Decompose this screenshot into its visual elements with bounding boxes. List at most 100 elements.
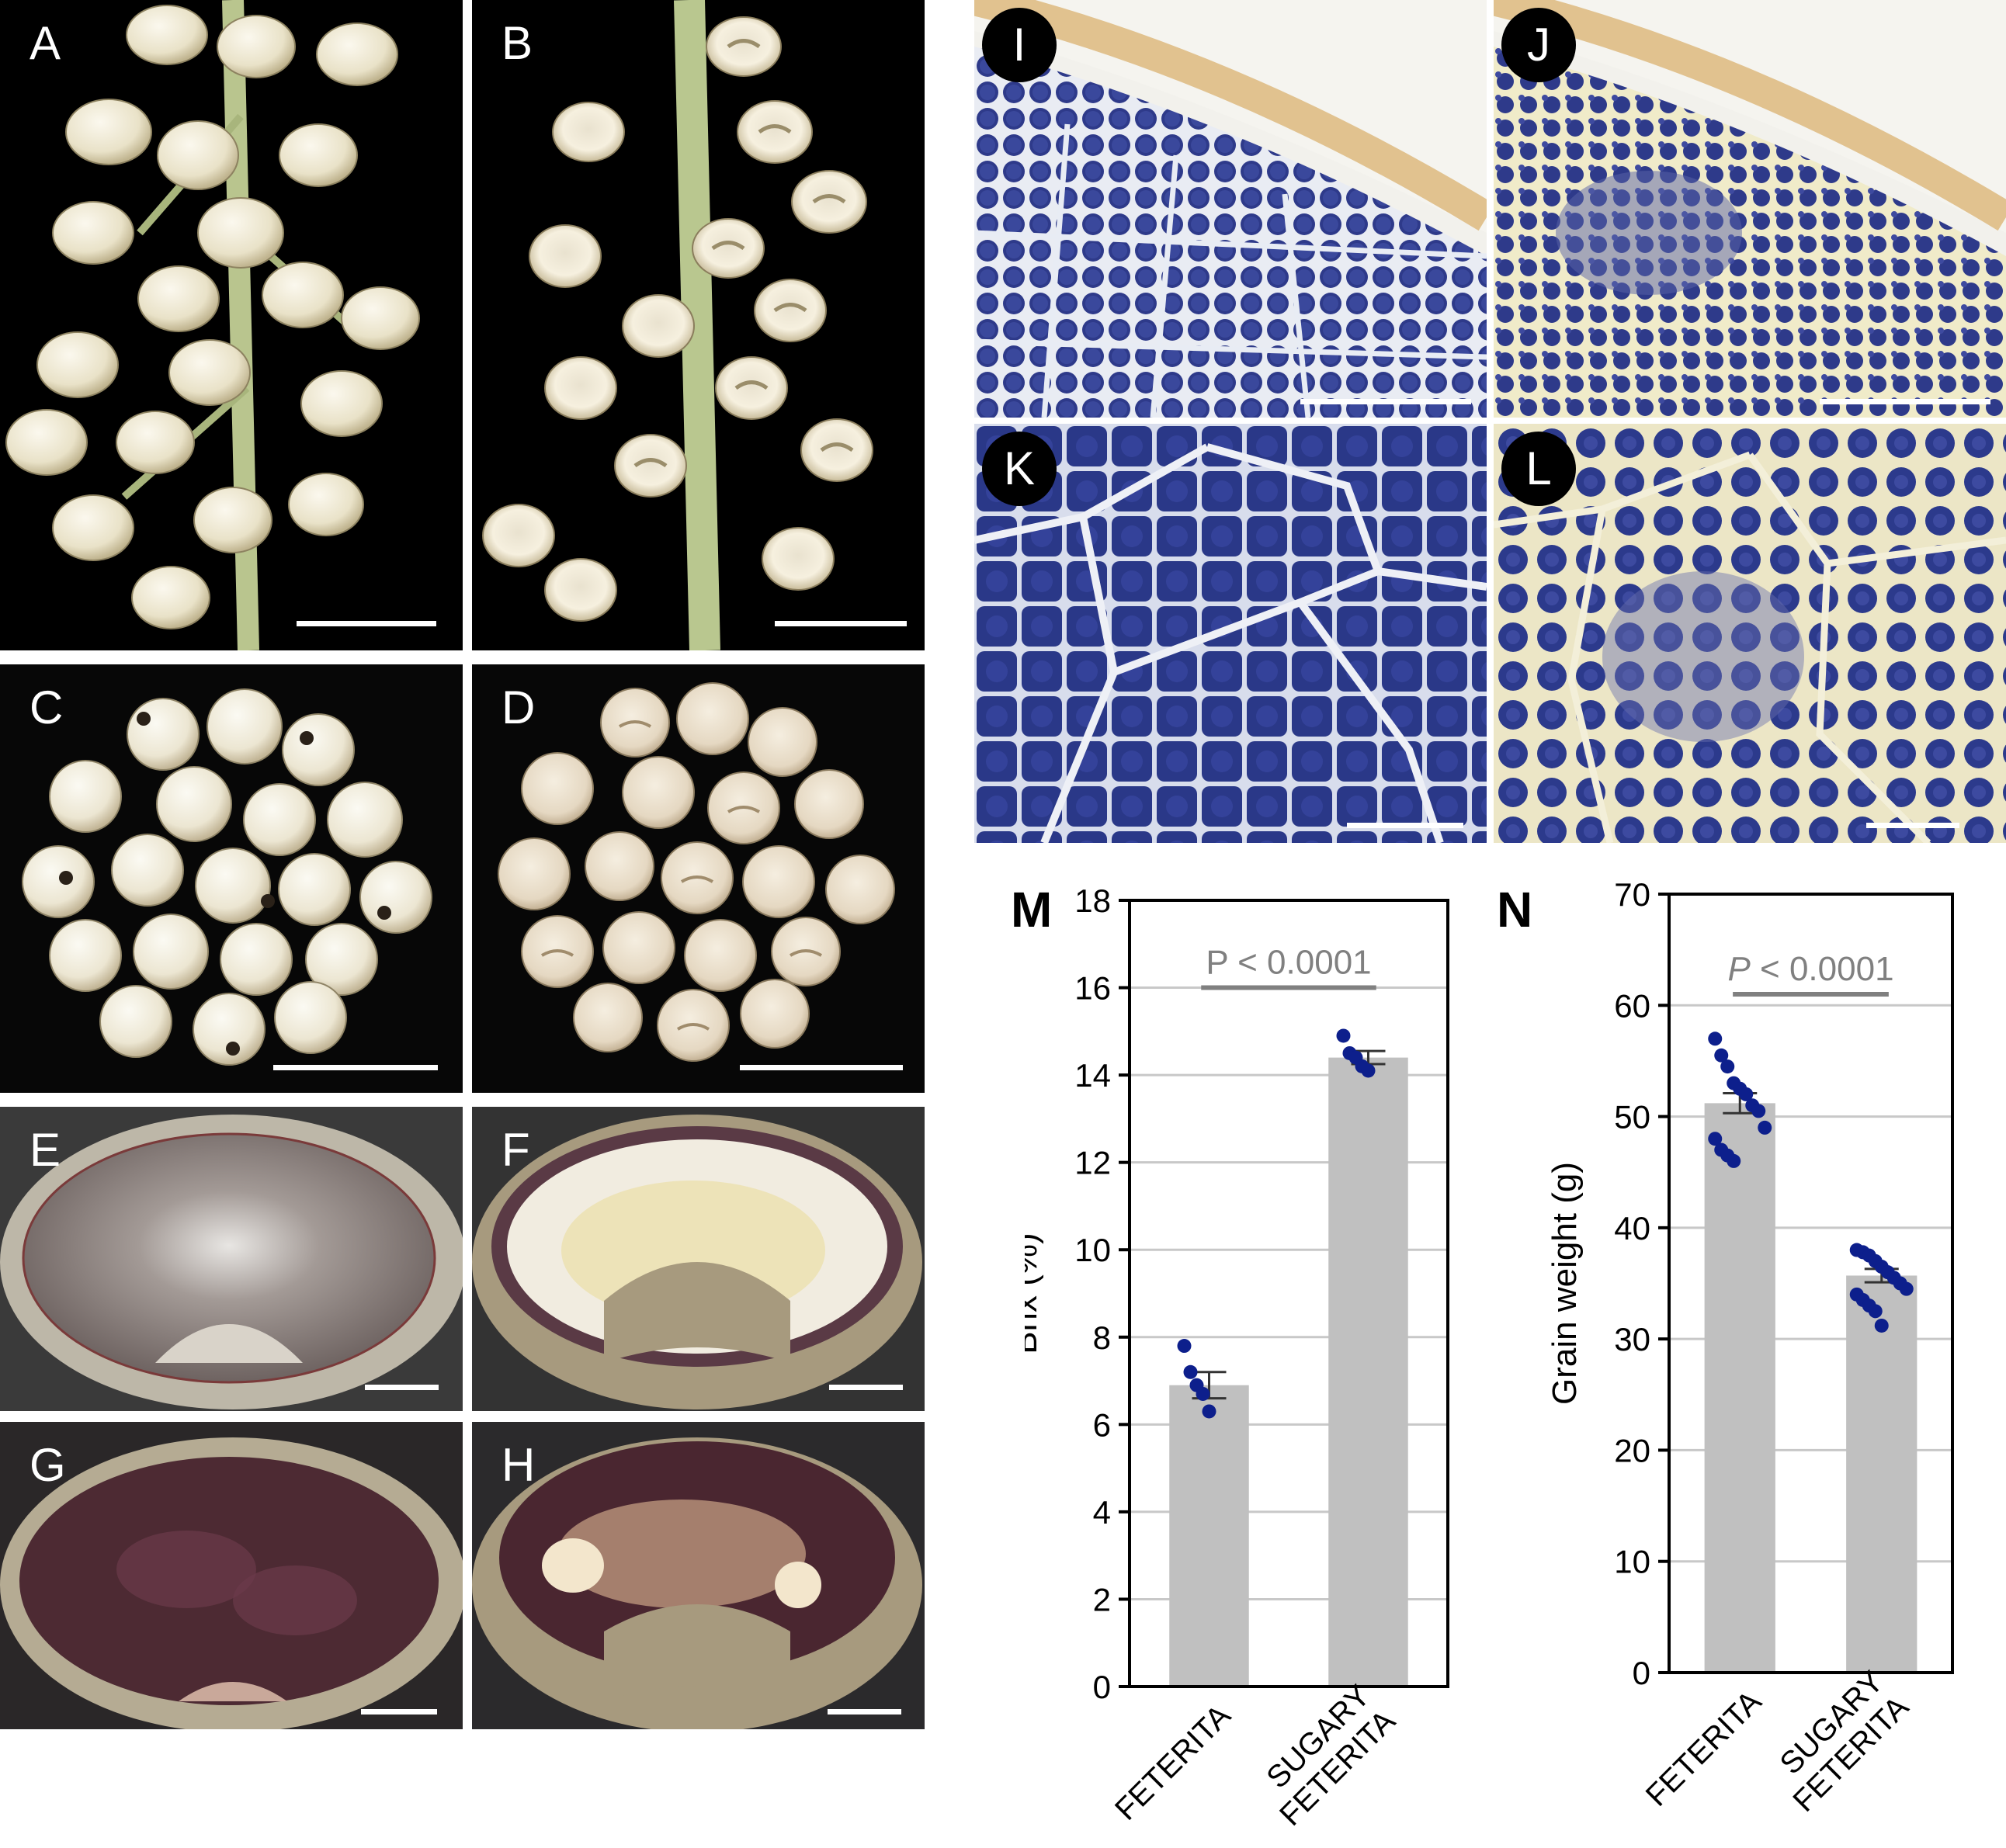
- bar: [1169, 1385, 1249, 1687]
- panicle-illustration: [5, 0, 420, 650]
- micrograph-illustration: [1494, 0, 2006, 418]
- panel-f-photo: F: [472, 1107, 925, 1411]
- plot-frame: [1128, 899, 1449, 1688]
- scale-bar: [365, 1385, 439, 1390]
- grain-section-illustration: [0, 1115, 463, 1409]
- y-axis-label: Brix (%): [1025, 1233, 1044, 1354]
- grain-section-illustration: [472, 1115, 922, 1409]
- data-point: [1714, 1048, 1729, 1063]
- scale-bar: [1300, 399, 1471, 404]
- chart-m: FETERITA SUGARYFETERITA 0 2 4 6 8 10 12 14 16 18 Bri…: [1025, 882, 1449, 1832]
- panel-i-micrograph: I: [974, 0, 1487, 418]
- y-tick-label: 12: [1074, 1145, 1111, 1181]
- y-tick-label: 70: [1614, 876, 1650, 913]
- data-point: [1739, 1087, 1754, 1101]
- y-tick-label: 60: [1614, 987, 1650, 1024]
- panel-j-micrograph: J: [1494, 0, 2006, 418]
- y-tick-label: 8: [1093, 1319, 1111, 1356]
- panicle-illustration: [482, 0, 873, 650]
- y-tick-label: 10: [1074, 1232, 1111, 1268]
- panel-e-photo: E: [0, 1107, 463, 1411]
- panel-b-photo: B: [472, 0, 925, 650]
- scale-bar: [829, 1385, 903, 1390]
- bar: [1704, 1103, 1775, 1673]
- panel-i-label: I: [982, 8, 1057, 82]
- y-tick-label: 20: [1614, 1432, 1650, 1468]
- y-tick-label: 0: [1093, 1669, 1111, 1705]
- panel-d-label: D: [502, 681, 536, 733]
- panel-h-photo: H: [472, 1422, 925, 1729]
- y-tick-label: 0: [1633, 1655, 1650, 1691]
- y-axis-label: Grain weight (g): [1546, 1162, 1584, 1405]
- y-tick-label: 18: [1074, 882, 1111, 919]
- scale-bar: [297, 621, 436, 626]
- panel-m-label: M: [1011, 882, 1053, 938]
- scale-bar: [1347, 823, 1463, 828]
- panel-g-label: G: [30, 1439, 66, 1491]
- data-point: [1361, 1063, 1376, 1078]
- data-point: [1868, 1304, 1883, 1319]
- y-tick-label: 2: [1093, 1581, 1111, 1617]
- panel-d-photo: D: [472, 664, 925, 1093]
- y-tick-label: 40: [1614, 1210, 1650, 1246]
- panel-f-label: F: [502, 1124, 530, 1176]
- panel-a-photo: A: [0, 0, 463, 650]
- panel-a-label: A: [30, 17, 61, 69]
- significance-label: P < 0.0001: [1206, 944, 1371, 982]
- bar: [1328, 1057, 1408, 1687]
- y-tick-label: 4: [1093, 1494, 1111, 1531]
- scale-bar: [740, 1065, 903, 1070]
- plot-frame: [1668, 893, 1954, 1674]
- data-point: [1874, 1318, 1889, 1333]
- category-label: SUGARYFETERITA: [1761, 1664, 1915, 1818]
- y-tick-label: 30: [1614, 1321, 1650, 1357]
- grains-illustration: [22, 688, 432, 1066]
- scale-bar: [775, 621, 907, 626]
- data-point: [1727, 1153, 1741, 1168]
- panel-k-label: K: [982, 432, 1057, 506]
- scale-bar: [828, 1709, 901, 1715]
- category-label: FETERITA: [1109, 1698, 1237, 1827]
- grain-section-illustration: [0, 1437, 463, 1729]
- scale-bar: [1866, 823, 1959, 828]
- y-tick-label: 6: [1093, 1406, 1111, 1443]
- data-point: [1196, 1386, 1210, 1401]
- data-point: [1708, 1132, 1723, 1146]
- scale-bar: [361, 1709, 437, 1715]
- micrograph-illustration: [1494, 424, 2006, 843]
- data-point: [1183, 1364, 1198, 1379]
- panel-n-label: N: [1497, 882, 1533, 938]
- y-tick-label: 16: [1074, 970, 1111, 1007]
- panel-g-photo: G: [0, 1422, 463, 1729]
- grains-illustration: [498, 682, 895, 1062]
- y-tick-label: 50: [1614, 1099, 1650, 1135]
- category-label: FETERITA: [1640, 1684, 1768, 1813]
- significance-label: P < 0.0001: [1727, 950, 1893, 988]
- category-label: SUGARYFETERITA: [1248, 1678, 1402, 1832]
- y-tick-label: 14: [1074, 1057, 1111, 1094]
- panel-c-label: C: [30, 681, 64, 733]
- panel-k-micrograph: K: [974, 424, 1487, 843]
- y-tick-label: 10: [1614, 1544, 1650, 1580]
- scale-bar: [273, 1065, 438, 1070]
- data-point: [1708, 1031, 1723, 1046]
- data-point: [1202, 1404, 1216, 1419]
- chart-n: FETERITA SUGARYFETERITA 0 10 20 30 40 50 60 70 Gra…: [1546, 876, 1954, 1819]
- scale-bar: [1820, 399, 1990, 404]
- panel-l-micrograph: L: [1494, 424, 2006, 843]
- panel-e-label: E: [30, 1124, 61, 1176]
- panel-j-label: J: [1501, 8, 1576, 82]
- grain-section-illustration: [472, 1437, 922, 1729]
- data-point: [1758, 1120, 1772, 1135]
- panel-h-label: H: [502, 1439, 536, 1491]
- panel-c-photo: C: [0, 664, 463, 1093]
- data-point: [1336, 1028, 1351, 1043]
- bar: [1846, 1275, 1918, 1673]
- data-point: [1720, 1059, 1735, 1074]
- data-point: [1177, 1339, 1192, 1354]
- data-point: [1899, 1281, 1914, 1296]
- panel-b-label: B: [502, 17, 533, 69]
- data-point: [1751, 1104, 1766, 1118]
- micrograph-illustration: [974, 424, 1487, 843]
- panel-l-label: L: [1501, 432, 1576, 506]
